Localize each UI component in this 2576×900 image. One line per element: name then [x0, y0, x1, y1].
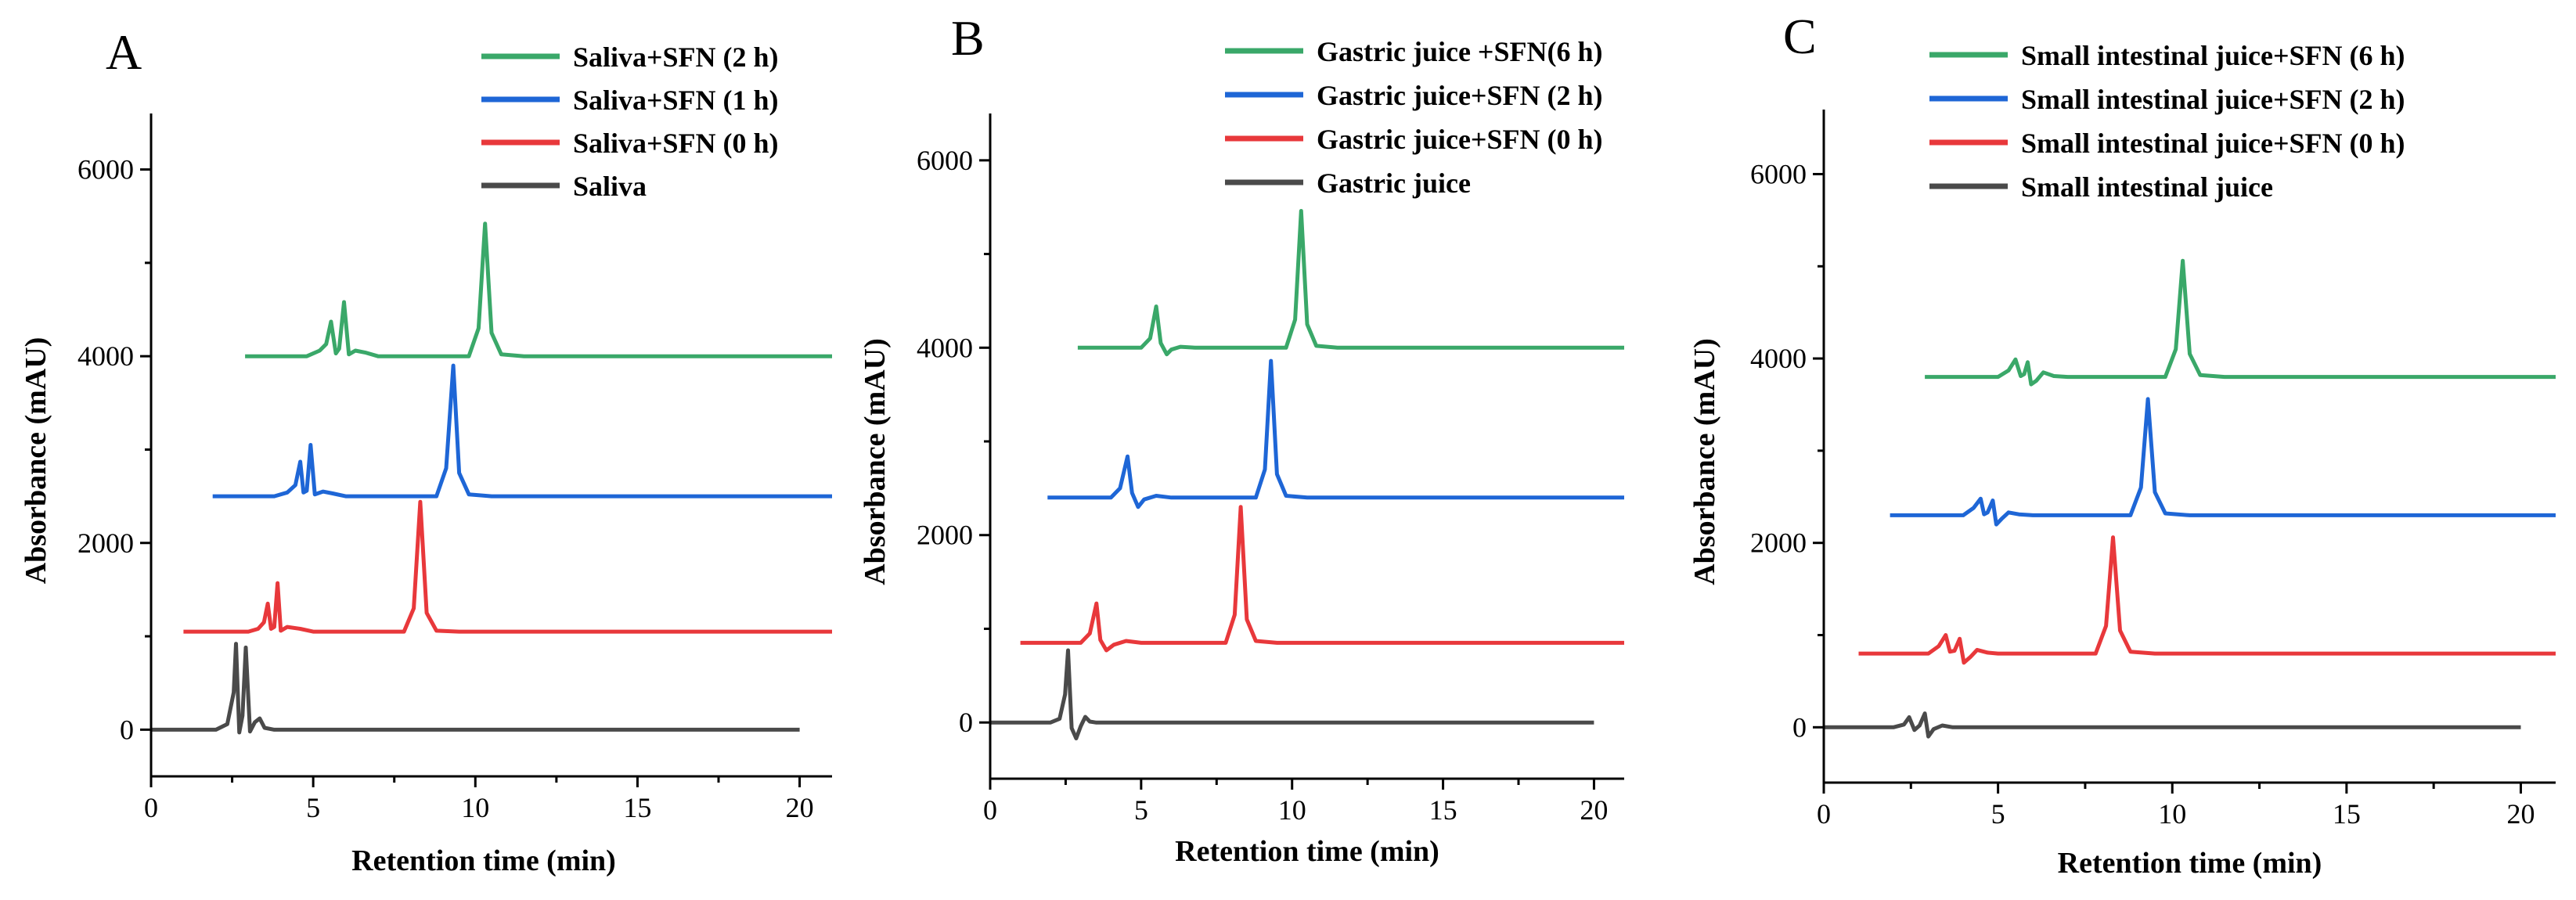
y-axis-title: Absorbance (mAU) — [20, 337, 52, 585]
x-axis-title: Retention time (min) — [351, 844, 616, 877]
y-tick-label: 2000 — [77, 527, 134, 559]
series-line-blue — [1047, 358, 1624, 509]
panel-letter: C — [1783, 9, 1817, 64]
x-tick-label: 0 — [144, 792, 158, 823]
series-line-dark — [990, 648, 1594, 740]
y-axis-title: Absorbance (mAU) — [859, 338, 892, 585]
x-tick-label: 0 — [983, 794, 997, 826]
x-tick-label: 0 — [1817, 798, 1831, 830]
y-tick-label: 4000 — [917, 332, 973, 363]
y-tick-label: 0 — [120, 714, 134, 745]
x-tick-label: 20 — [2506, 798, 2535, 830]
x-axis-title: Retention time (min) — [2058, 847, 2322, 880]
y-tick-label: 6000 — [917, 145, 973, 176]
x-tick-label: 10 — [1278, 794, 1306, 826]
y-tick-label: 0 — [1792, 711, 1807, 743]
chart-panel-b: 0 5 10 15 20 0 2000 4000 6000 Retention time (min… — [859, 10, 1624, 868]
legend-label: Small intestinal juice+SFN (0 h) — [2021, 128, 2405, 159]
legend-label: Gastric juice+SFN (2 h) — [1317, 80, 1602, 111]
legend-label: Saliva+SFN (0 h) — [573, 128, 779, 159]
legend-label: Gastric juice+SFN (0 h) — [1317, 124, 1602, 155]
series-line-green — [1925, 258, 2556, 387]
x-tick-label: 15 — [623, 792, 651, 823]
series-line-blue — [1890, 397, 2556, 527]
series-line-green — [245, 221, 832, 358]
y-tick-label: 6000 — [77, 154, 134, 185]
x-tick-label: 15 — [1429, 794, 1457, 826]
y-tick-label: 0 — [959, 707, 973, 738]
legend-label: Gastric juice — [1317, 167, 1471, 199]
series-line-blue — [212, 363, 832, 499]
panel-letter: A — [106, 24, 142, 80]
chart-panel-c: 0 5 10 15 20 0 2000 4000 6000 Retention time (min… — [1688, 9, 2556, 880]
x-tick-label: 5 — [306, 792, 320, 823]
x-tick-label: 15 — [2333, 798, 2361, 830]
y-tick-label: 2000 — [1750, 527, 1807, 559]
legend-label: Small intestinal juice+SFN (6 h) — [2021, 40, 2405, 71]
y-tick-label: 6000 — [1750, 158, 1807, 189]
panel-letter: B — [951, 10, 985, 66]
y-axis-title: Absorbance (mAU) — [1688, 338, 1721, 585]
x-tick-label: 20 — [1580, 794, 1608, 826]
chart-panel-a: 0 5 10 15 20 0 2000 4000 6000 Retention time (min… — [20, 24, 832, 877]
y-tick-label: 4000 — [77, 340, 134, 372]
legend: Gastric juice +SFN(6 h) Gastric juice+SFN… — [1225, 36, 1602, 199]
legend: Saliva+SFN (2 h) Saliva+SFN (1 h) Saliva+S… — [481, 41, 779, 202]
y-tick-label: 2000 — [917, 520, 973, 551]
legend-label: Saliva — [573, 171, 647, 202]
x-tick-label: 5 — [1134, 794, 1148, 826]
y-tick-label: 4000 — [1750, 343, 1807, 374]
x-tick-label: 10 — [461, 792, 489, 823]
legend-label: Saliva+SFN (2 h) — [573, 41, 779, 73]
legend-label: Saliva+SFN (1 h) — [573, 85, 779, 116]
legend-label: Gastric juice +SFN(6 h) — [1317, 36, 1602, 67]
legend-label: Small intestinal juice — [2021, 171, 2273, 203]
legend-label: Small intestinal juice+SFN (2 h) — [2021, 84, 2405, 115]
x-tick-label: 10 — [2158, 798, 2186, 830]
series-line-red — [1858, 535, 2556, 665]
x-tick-label: 5 — [1991, 798, 2005, 830]
x-tick-label: 20 — [786, 792, 814, 823]
series-line-red — [1020, 505, 1624, 653]
series-line-red — [183, 499, 832, 634]
series-line-green — [1077, 209, 1624, 357]
x-axis-title: Retention time (min) — [1175, 835, 1439, 868]
series-line-dark — [1824, 711, 2521, 739]
series-line-dark — [151, 642, 800, 735]
legend: Small intestinal juice+SFN (6 h) Small in… — [1929, 40, 2405, 203]
